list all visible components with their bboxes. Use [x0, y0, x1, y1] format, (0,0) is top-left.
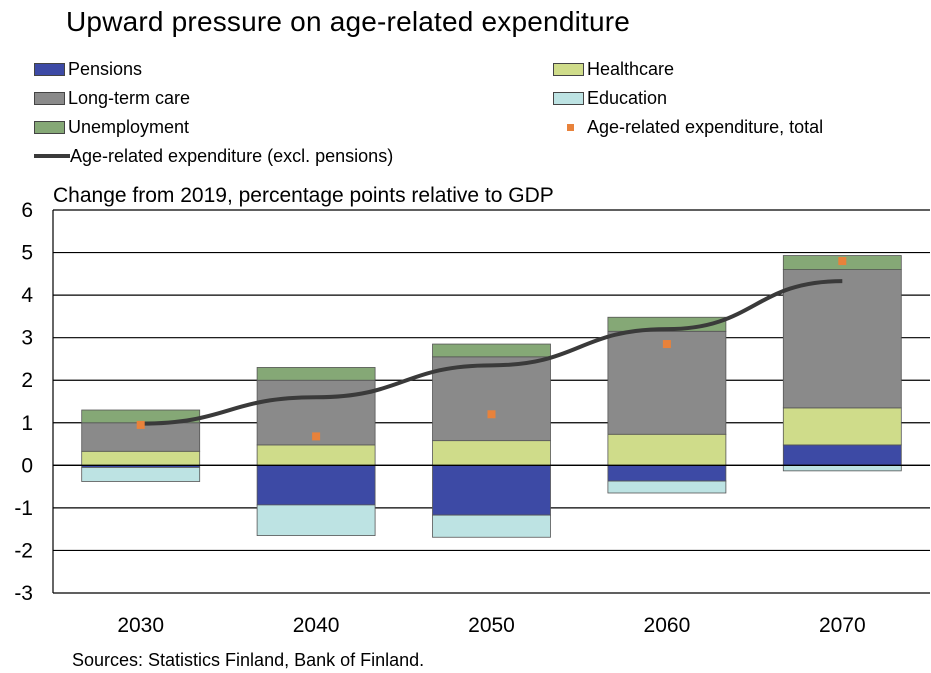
- bar-education-2030: [81, 467, 201, 482]
- bar-healthcare-2030: [81, 450, 201, 466]
- total-marker-2060: [662, 340, 671, 349]
- legend-swatch: [553, 121, 584, 134]
- total-marker-2040: [312, 432, 321, 441]
- bar-education-2060: [607, 480, 727, 494]
- x-tick-label: 2040: [293, 614, 340, 637]
- bar-education-2070: [782, 464, 902, 472]
- y-tick-label: -3: [14, 582, 33, 605]
- bar-pensions-2070: [782, 444, 902, 466]
- legend-swatch: [34, 91, 65, 105]
- legend-label: Education: [587, 87, 668, 108]
- bar-education-2050: [432, 514, 551, 538]
- bar-unemployment-2050: [432, 343, 551, 358]
- x-tick-label: 2060: [644, 614, 691, 637]
- legend-item-unemployment: Unemployment: [34, 114, 189, 140]
- axis-subtitle: Change from 2019, percentage points rela…: [53, 184, 554, 207]
- bar-pensions-2050: [432, 464, 551, 516]
- bar-long-term-care-2060: [607, 330, 727, 435]
- legend-label: Unemployment: [68, 116, 190, 137]
- legend-swatch: [34, 154, 70, 158]
- y-tick-label: 1: [21, 412, 33, 435]
- source-note: Sources: Statistics Finland, Bank of Fin…: [72, 650, 425, 670]
- legend-item-long-term-care: Long-term care: [34, 85, 190, 111]
- y-tick-label: 3: [21, 327, 33, 350]
- y-tick-label: 0: [21, 454, 33, 477]
- x-tick-label: 2030: [117, 614, 164, 637]
- y-tick-label: 6: [21, 199, 33, 222]
- legend-swatch: [34, 62, 65, 76]
- total-marker-2050: [487, 410, 496, 419]
- legend-item-education: Education: [553, 85, 667, 111]
- legend-label: Age-related expenditure, total: [587, 116, 824, 137]
- legend-swatch: [553, 91, 584, 105]
- x-tick-label: 2070: [819, 614, 866, 637]
- y-tick-label: -1: [14, 497, 33, 520]
- chart-title: Upward pressure on age-related expenditu…: [66, 6, 631, 37]
- legend-item-age-related-expenditure-excl-pensions: Age-related expenditure (excl. pensions): [34, 143, 393, 169]
- bar-healthcare-2060: [607, 433, 727, 466]
- legend-item-pensions: Pensions: [34, 56, 142, 82]
- x-tick-label: 2050: [468, 614, 515, 637]
- y-tick-label: -2: [14, 539, 33, 562]
- y-tick-label: 2: [21, 369, 33, 392]
- bar-education-2040: [256, 504, 376, 536]
- bar-pensions-2040: [256, 464, 376, 506]
- legend-swatch: [553, 62, 584, 76]
- bar-pensions-2060: [607, 464, 727, 482]
- y-tick-label: 5: [21, 242, 33, 265]
- legend-item-age-related-expenditure-total: Age-related expenditure, total: [553, 114, 823, 140]
- legend-label: Long-term care: [68, 87, 191, 108]
- bar-unemployment-2040: [256, 367, 376, 381]
- legend-label: Pensions: [68, 58, 143, 79]
- total-marker-2070: [838, 257, 847, 266]
- legend-label: Age-related expenditure (excl. pensions): [70, 145, 394, 166]
- y-tick-label: 4: [21, 284, 33, 307]
- bar-healthcare-2040: [256, 444, 376, 466]
- legend-swatch: [34, 120, 65, 134]
- total-marker-2030: [136, 420, 145, 429]
- legend-item-healthcare: Healthcare: [553, 56, 674, 82]
- legend-label: Healthcare: [587, 58, 675, 79]
- bar-long-term-care-2070: [782, 269, 902, 409]
- bar-healthcare-2070: [782, 407, 902, 446]
- bar-healthcare-2050: [432, 440, 551, 466]
